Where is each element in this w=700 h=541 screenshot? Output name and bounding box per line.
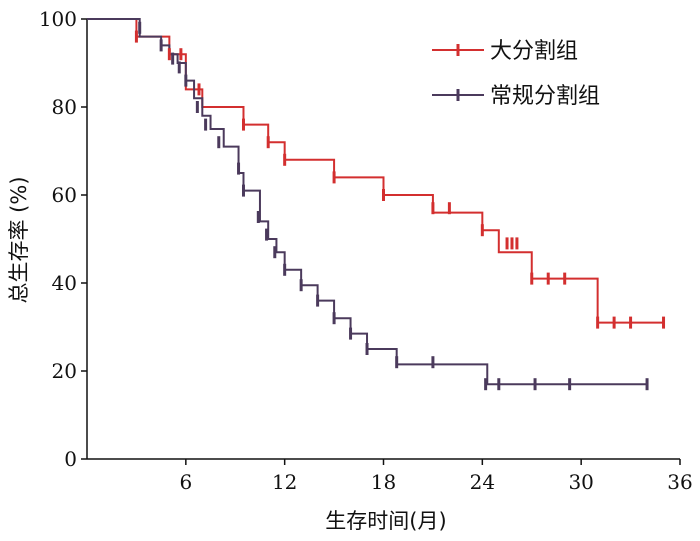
y-axis-ticks: 0 20 40 60 80 100 <box>39 7 87 471</box>
legend-item-hypofractionation: 大分割组 <box>432 39 578 64</box>
x-tick-label-5: 36 <box>667 470 692 494</box>
series-line-0 <box>87 18 664 324</box>
legend-label-0: 大分割组 <box>490 39 578 64</box>
legend-item-conventional: 常规分割组 <box>432 84 600 109</box>
series-line-1 <box>87 18 648 386</box>
y-tick-label-4: 80 <box>52 95 77 119</box>
y-tick-label-0: 0 <box>64 447 77 471</box>
legend-label-1: 常规分割组 <box>490 84 600 109</box>
x-tick-label-3: 24 <box>470 470 495 494</box>
x-tick-label-2: 18 <box>371 470 396 494</box>
legend: 大分割组 常规分割组 <box>432 39 600 109</box>
x-tick-label-4: 30 <box>568 470 593 494</box>
y-tick-label-1: 20 <box>52 359 77 383</box>
y-tick-label-2: 40 <box>52 271 77 295</box>
censor-marks <box>134 21 666 391</box>
x-tick-label-0: 6 <box>179 470 192 494</box>
y-tick-label-3: 60 <box>52 183 77 207</box>
y-axis-title: 总生存率 (%) <box>7 176 31 303</box>
plot-lines <box>87 18 664 386</box>
x-tick-label-1: 12 <box>272 470 297 494</box>
x-axis-ticks: 6 12 18 24 30 36 <box>179 459 693 494</box>
y-tick-label-5: 100 <box>39 7 77 31</box>
x-axis-title: 生存时间(月) <box>325 509 446 533</box>
